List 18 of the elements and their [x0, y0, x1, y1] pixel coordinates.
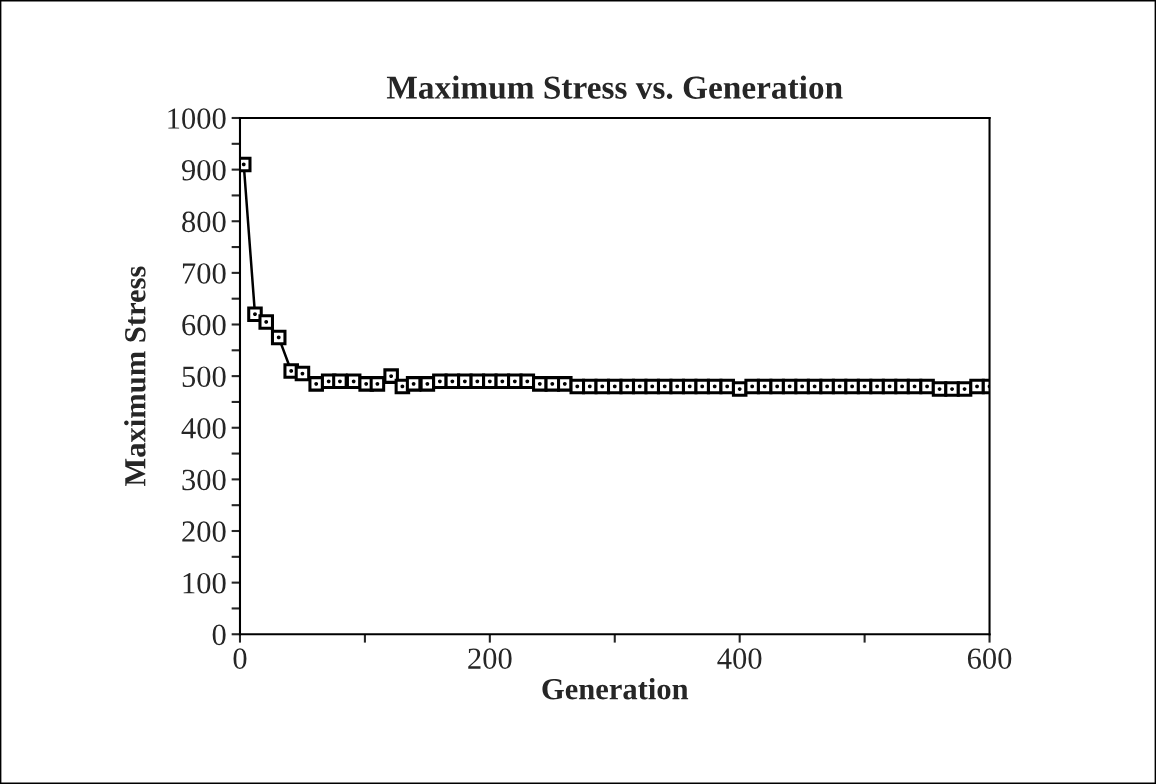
x-tick-label: 400	[717, 648, 762, 669]
y-axis-title: Maximum Stress	[124, 266, 146, 487]
y-tick-label: 300	[182, 469, 226, 491]
y-tick-label: 0	[212, 624, 226, 646]
x-tick-label: 200	[468, 648, 512, 669]
y-tick-label: 500	[182, 366, 226, 388]
y-tick-label: 100	[183, 572, 226, 594]
y-tick-label: 700	[182, 263, 226, 284]
y-tick-label: 600	[182, 314, 226, 336]
x-tick-label: 600	[967, 648, 1012, 669]
x-axis-title: Generation	[542, 677, 689, 700]
chart-title: Maximum Stress vs. Generation	[386, 75, 843, 100]
x-tick-label: 0	[233, 648, 247, 669]
y-tick-label: 800	[182, 211, 226, 233]
y-tick-label: 400	[181, 418, 226, 439]
y-tick-label: 1000	[168, 108, 226, 129]
y-tick-label: 200	[182, 521, 226, 542]
y-tick-label: 900	[181, 159, 226, 181]
